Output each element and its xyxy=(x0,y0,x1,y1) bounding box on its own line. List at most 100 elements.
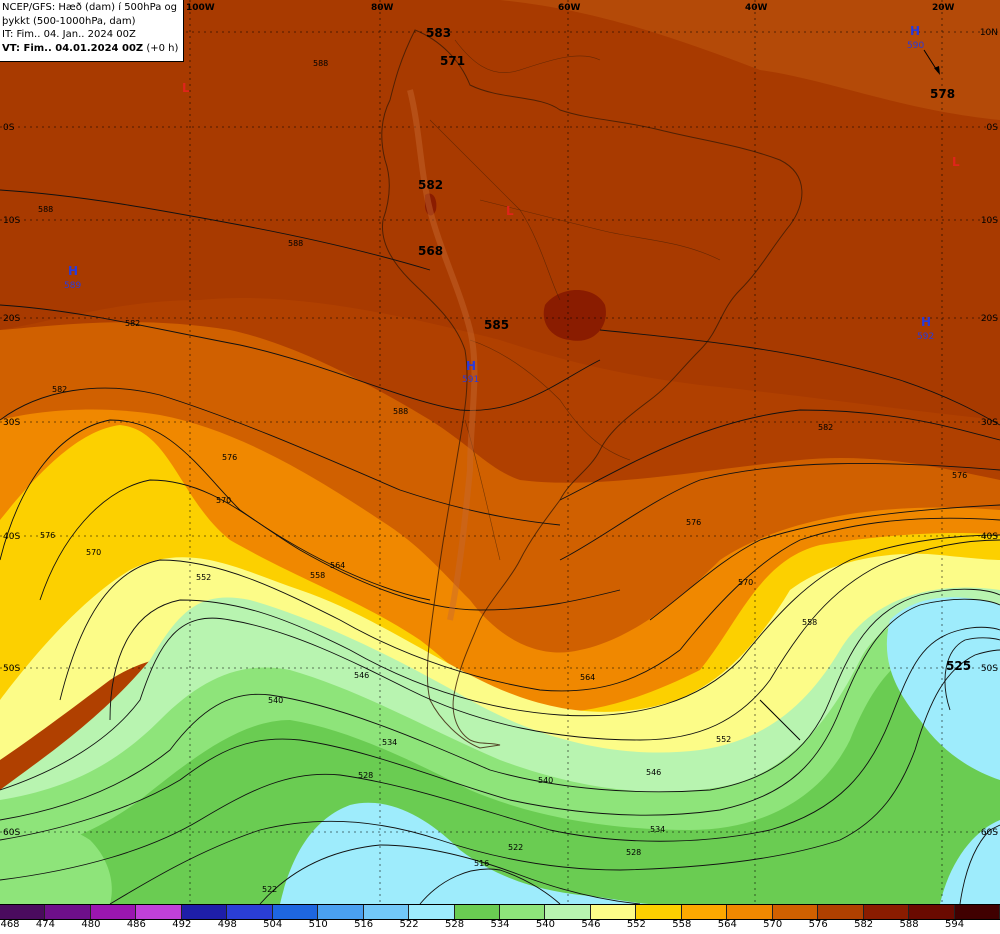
country-border xyxy=(464,419,501,561)
contour-582 xyxy=(0,387,561,526)
contour-516 xyxy=(419,868,561,904)
fill-540-sw xyxy=(0,818,112,904)
contour-label-570: 570 xyxy=(216,496,231,505)
lat-label: 50S xyxy=(981,664,998,674)
valid-time: VT: Fim.. 04.01.2024 00Z (+0 h) xyxy=(2,42,181,56)
lat-label: 40S xyxy=(3,532,20,542)
init-time: IT: Fim.. 04. Jan.. 2024 00Z xyxy=(2,29,136,40)
contour-588-north xyxy=(0,189,431,271)
color-legend: 468 474 480 486 492 498 504 510 516 522 528 534 540 5… xyxy=(0,904,1000,934)
lon-label: 40W xyxy=(745,3,768,13)
contour-label-522: 522 xyxy=(508,843,523,852)
legend-swatch xyxy=(181,905,228,919)
fill-north xyxy=(0,0,1000,120)
fill-522-east xyxy=(886,597,1000,780)
height-labels: 583 571 578 582 568 585 525 xyxy=(418,26,971,673)
legend-tick-label: 486 xyxy=(126,919,146,930)
legend-swatch xyxy=(454,905,500,919)
legend-tick-label: 510 xyxy=(308,919,328,930)
graticule xyxy=(0,0,1000,904)
high-value: 592 xyxy=(917,332,934,342)
high-marker: H xyxy=(68,264,78,278)
longitude-labels: 100W 80W 60W 40W 20W xyxy=(186,3,955,13)
contour-label-552: 552 xyxy=(196,573,211,582)
lon-label: 20W xyxy=(932,3,955,13)
legend-tick-label: 468 xyxy=(0,919,20,930)
contour-582-east xyxy=(559,409,1000,501)
height-label: 578 xyxy=(930,87,955,101)
contour-552 xyxy=(0,539,1000,791)
legend-swatch xyxy=(45,905,91,919)
legend-swatch xyxy=(681,905,728,919)
south-america-outline xyxy=(381,29,803,749)
legend-swatch xyxy=(136,905,182,919)
height-label: 583 xyxy=(426,26,451,40)
contour-546 xyxy=(0,588,1000,821)
lat-label: 0S xyxy=(987,123,999,133)
fill-588-blob xyxy=(543,290,606,341)
contour-label-570: 570 xyxy=(86,548,101,557)
lat-label: 60S xyxy=(3,828,20,838)
legend-swatch xyxy=(818,905,864,919)
high-marker: H xyxy=(466,359,476,373)
legend-color-bar xyxy=(0,904,1000,920)
legend-tick-label: 594 xyxy=(944,919,965,930)
legend-swatch xyxy=(909,905,955,919)
lon-label: 100W xyxy=(186,3,215,13)
contour-label-588: 588 xyxy=(313,59,328,68)
lon-label: 80W xyxy=(371,3,394,13)
low-marker: L xyxy=(952,155,960,169)
contour-570-east xyxy=(649,504,1000,621)
legend-tick-label: 582 xyxy=(854,919,874,930)
contour-label-582: 582 xyxy=(818,423,833,432)
contour-label-576: 576 xyxy=(222,453,237,462)
lat-label: 30S xyxy=(981,418,998,428)
contour-label-576: 576 xyxy=(686,518,701,527)
country-border xyxy=(429,119,561,301)
contour-label-564: 564 xyxy=(330,561,345,570)
contour-525-ring xyxy=(944,637,1000,711)
fill-564 xyxy=(0,409,1000,739)
map-canvas: 588 588 588 582 588 582 576 570 576 570 … xyxy=(0,0,1000,904)
contour-522 xyxy=(259,844,641,904)
legend-swatch xyxy=(727,905,773,919)
high-value: 591 xyxy=(462,375,479,385)
title-line-1: NCEP/GFS: Hæð (dam) í 500hPa og xyxy=(2,2,177,13)
contour-label-546: 546 xyxy=(354,671,369,680)
legend-tick-label: 480 xyxy=(81,919,101,930)
legend-tick-label: 534 xyxy=(490,919,510,930)
legend-tick-label: 546 xyxy=(581,919,601,930)
high-marker: H xyxy=(910,24,920,38)
height-label: 571 xyxy=(440,54,465,68)
legend-tick-label: 540 xyxy=(535,919,555,930)
legend-tick-label: 552 xyxy=(626,919,646,930)
contour-540 xyxy=(0,598,1000,841)
legend-swatch xyxy=(863,905,910,919)
legend-tick-label: 576 xyxy=(808,919,828,930)
weather-map: 588 588 588 582 588 582 576 570 576 570 … xyxy=(0,0,1000,904)
country-border xyxy=(479,199,721,261)
fill-522-south xyxy=(280,802,650,904)
contour-528 xyxy=(109,649,1000,904)
contour-576-east xyxy=(559,463,1000,561)
contour-558 xyxy=(109,534,1000,721)
contour-label-576: 576 xyxy=(40,531,55,540)
contour-label-588: 588 xyxy=(38,205,53,214)
contour-label-528: 528 xyxy=(626,848,641,857)
legend-tick-label: 504 xyxy=(263,919,283,930)
legend-tick-label: 564 xyxy=(717,919,737,930)
lat-label: 30S xyxy=(3,418,20,428)
contour-588-east xyxy=(599,329,1000,426)
lat-label: 10S xyxy=(981,216,998,226)
contour-label-534: 534 xyxy=(382,738,397,747)
legend-swatch xyxy=(590,905,637,919)
contour-label-588: 588 xyxy=(393,407,408,416)
legend-tick-label: 522 xyxy=(399,919,419,930)
legend-swatch xyxy=(0,905,46,919)
high-marker: H xyxy=(921,315,931,329)
height-label: 582 xyxy=(418,178,443,192)
country-border xyxy=(469,339,631,461)
lat-label: 50S xyxy=(3,664,20,674)
contour-576 xyxy=(0,419,431,601)
legend-swatch xyxy=(272,905,319,919)
